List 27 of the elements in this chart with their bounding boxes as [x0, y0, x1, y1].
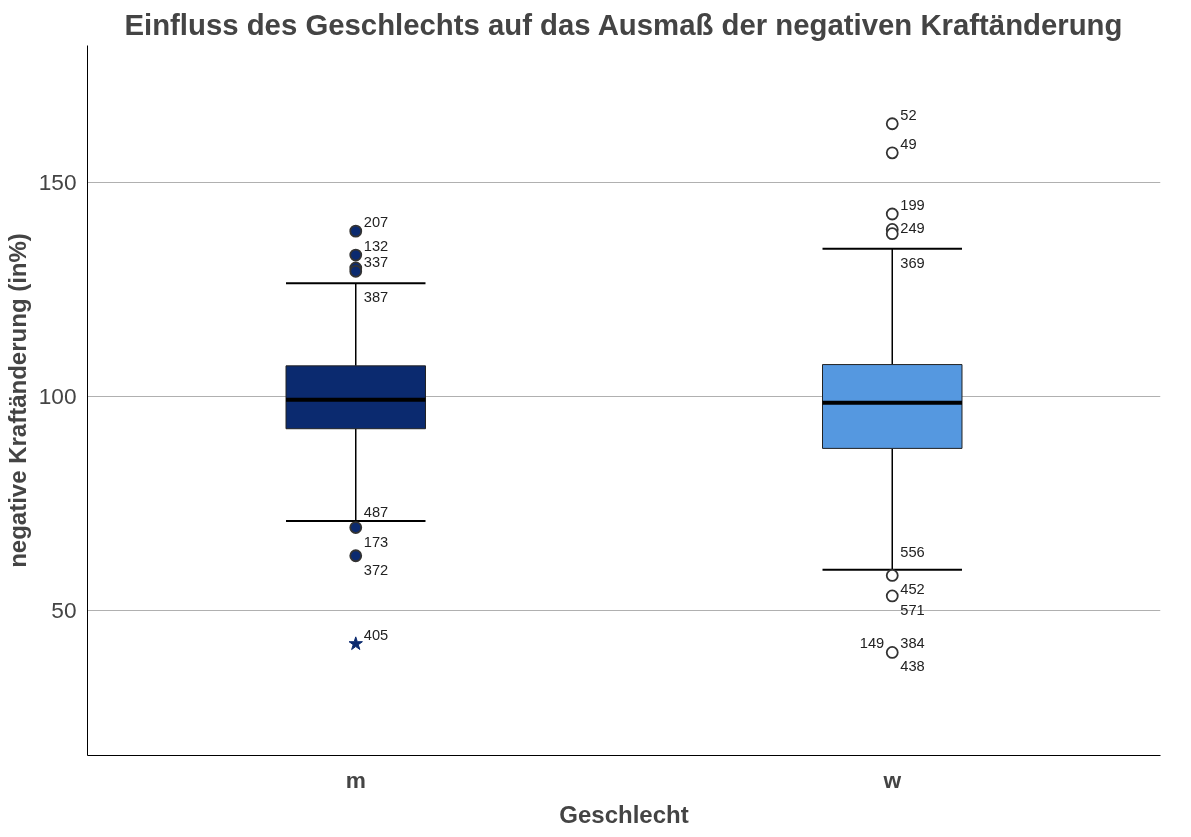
y-axis-title: negative Kraftänderung (in%) [3, 233, 31, 568]
annotation: 173 [363, 533, 389, 550]
annotation: 249 [900, 220, 925, 237]
annotation: 405 [363, 626, 389, 643]
annotation: 207 [363, 214, 389, 231]
x-tick-label: w [882, 766, 902, 793]
annotation: 337 [363, 254, 389, 271]
annotation: 571 [900, 601, 925, 618]
y-tick-label: 100 [38, 382, 77, 409]
annotation: 132 [363, 238, 389, 255]
annotation: 452 [900, 581, 925, 598]
y-tick-label: 50 [51, 596, 77, 623]
x-tick-label: m [345, 766, 366, 793]
annotation: 487 [363, 504, 389, 521]
annotation: 387 [363, 289, 389, 306]
annotation: 369 [900, 254, 925, 271]
annotation: 149 [859, 635, 885, 652]
x-axis-title: Geschlecht [559, 800, 689, 828]
annotation: 556 [900, 544, 925, 561]
chart-title: Einfluss des Geschlechts auf das Ausmaß der negativen Kraftänderung [124, 7, 1123, 41]
annotation: 384 [900, 635, 925, 652]
y-tick-label: 150 [38, 168, 77, 195]
annotation: 52 [900, 106, 917, 123]
annotation: 199 [900, 197, 925, 214]
annotation: 372 [363, 561, 389, 578]
annotation: 49 [900, 135, 917, 152]
annotation: 438 [900, 658, 925, 675]
